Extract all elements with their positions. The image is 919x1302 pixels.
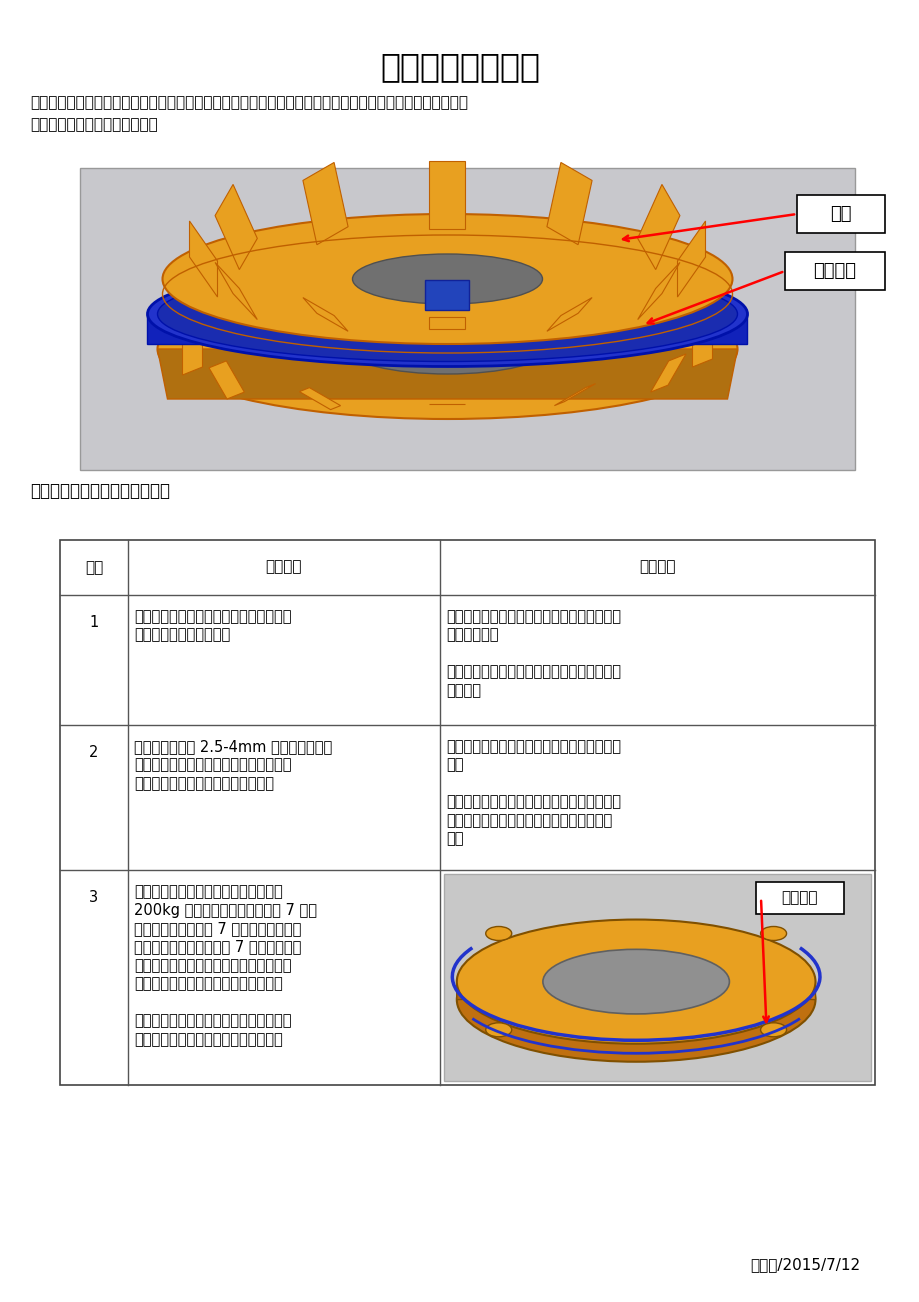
- Text: 层铸件，产能比原来提升一倍。: 层铸件，产能比原来提升一倍。: [30, 117, 157, 132]
- Text: 2: 2: [89, 745, 98, 760]
- Text: 品率会大大增加，从而也会降低成本。: 品率会大大增加，从而也会降低成本。: [134, 976, 282, 992]
- Text: 对平面度不合格处芯盒进行修整，使平面度达: 对平面度不合格处芯盒进行修整，使平面度达: [446, 664, 620, 680]
- Text: 验。: 验。: [446, 832, 463, 846]
- Polygon shape: [457, 979, 542, 1000]
- Polygon shape: [157, 349, 737, 398]
- Ellipse shape: [485, 927, 511, 940]
- Text: 3: 3: [89, 891, 98, 905]
- Polygon shape: [637, 263, 679, 319]
- Polygon shape: [209, 306, 244, 344]
- Ellipse shape: [485, 1023, 511, 1036]
- Text: 原因为双层芯使铸件热节发生变化，热节: 原因为双层芯使铸件热节发生变化，热节: [134, 758, 291, 772]
- Text: 到要求。: 到要求。: [446, 684, 481, 698]
- Text: 问题描述: 问题描述: [266, 560, 302, 574]
- Ellipse shape: [760, 1023, 786, 1036]
- Text: 题。: 题。: [446, 758, 463, 772]
- Text: 中间隔芯: 中间隔芯: [812, 262, 856, 280]
- Polygon shape: [554, 288, 595, 310]
- Ellipse shape: [760, 927, 786, 940]
- Ellipse shape: [157, 279, 737, 419]
- Ellipse shape: [542, 949, 729, 1014]
- Polygon shape: [147, 314, 746, 344]
- Text: 二、生产过程中所遇问题和对策: 二、生产过程中所遇问题和对策: [30, 482, 170, 500]
- Bar: [60, 540, 874, 1085]
- Text: 覆膜砂芯为薄片状，易变形，造成压盘耳: 覆膜砂芯为薄片状，易变形，造成压盘耳: [134, 609, 291, 624]
- Text: 序号: 序号: [85, 560, 103, 575]
- Text: 200kg 左右，每个砂型成本约在 7 元上: 200kg 左右，每个砂型成本约在 7 元上: [134, 902, 317, 918]
- Polygon shape: [676, 221, 705, 297]
- Bar: [796, 195, 884, 233]
- Text: 制芯后使用专用平台存放待芯彻底冷却后再往: 制芯后使用专用平台存放待芯彻底冷却后再往: [446, 609, 620, 624]
- Polygon shape: [554, 384, 595, 406]
- Polygon shape: [546, 298, 592, 331]
- Polygon shape: [729, 979, 814, 1000]
- Text: 涂料应也会有改观，但此方法当时未进行试: 涂料应也会有改观，但此方法当时未进行试: [446, 812, 611, 828]
- Text: 解决方案: 解决方案: [639, 560, 675, 574]
- Ellipse shape: [347, 324, 547, 374]
- Polygon shape: [650, 299, 686, 337]
- Ellipse shape: [352, 254, 542, 303]
- Text: 重量的铸件多采用此种铸造方法铸造。: 重量的铸件多采用此种铸造方法铸造。: [134, 1032, 282, 1047]
- Polygon shape: [299, 293, 340, 314]
- Polygon shape: [650, 354, 686, 392]
- Text: 压盘双层工艺总结: 压盘双层工艺总结: [380, 49, 539, 83]
- Polygon shape: [637, 185, 679, 270]
- Text: 通过了解多个厂家一些相对简单且有一定: 通过了解多个厂家一些相对简单且有一定: [134, 1013, 291, 1029]
- Text: 法应存在一定的优势，但此方法的工艺出: 法应存在一定的优势，但此方法的工艺出: [134, 958, 291, 973]
- Polygon shape: [299, 388, 340, 410]
- Text: 耳部平面: 耳部平面: [781, 891, 817, 905]
- Bar: [784, 253, 884, 290]
- Ellipse shape: [157, 267, 737, 362]
- Polygon shape: [692, 323, 711, 367]
- Text: 王亚伟/2015/7/12: 王亚伟/2015/7/12: [749, 1258, 859, 1272]
- Text: 还有一种方案为在芯表面刷耐热涂料如锆英粉: 还有一种方案为在芯表面刷耐热涂料如锆英粉: [446, 794, 620, 810]
- Ellipse shape: [457, 919, 814, 1044]
- Bar: [80, 168, 854, 470]
- Ellipse shape: [542, 967, 729, 1032]
- Text: 1: 1: [89, 615, 98, 630]
- Polygon shape: [209, 361, 244, 398]
- Text: 一、双层工艺简介：即在两层压盘之间做一个覆膜砂芯子，造型时将芯子下到芯头定位处这样造一型出上下两: 一、双层工艺简介：即在两层压盘之间做一个覆膜砂芯子，造型时将芯子下到芯头定位处这…: [30, 95, 468, 109]
- Text: 向两芯之间的表面方向产生了偏移。: 向两芯之间的表面方向产生了偏移。: [134, 776, 274, 792]
- Bar: [425, 280, 469, 310]
- Polygon shape: [215, 185, 257, 270]
- Polygon shape: [429, 161, 465, 229]
- Polygon shape: [302, 163, 347, 245]
- Text: 压盘: 压盘: [829, 204, 851, 223]
- Polygon shape: [302, 298, 347, 331]
- Polygon shape: [182, 331, 202, 375]
- Text: 铸件加工大平面 2.5-4mm 后有疏松现象。: 铸件加工大平面 2.5-4mm 后有疏松现象。: [134, 740, 332, 754]
- Ellipse shape: [457, 937, 814, 1061]
- Text: 差，但如果芯成本未超过 7 元此种造型方: 差，但如果芯成本未超过 7 元此种造型方: [134, 940, 301, 954]
- Polygon shape: [546, 163, 592, 245]
- Text: 下，如芯子成本超过 7 元而经济性就会变: 下，如芯子成本超过 7 元而经济性就会变: [134, 921, 301, 936]
- Text: 部平面平面度达不到要求: 部平面平面度达不到要求: [134, 628, 230, 642]
- Ellipse shape: [163, 214, 732, 344]
- Text: 成本和效率；因亨特线一个砂型重量在: 成本和效率；因亨特线一个砂型重量在: [134, 884, 282, 898]
- Bar: [755, 881, 843, 914]
- Polygon shape: [215, 263, 257, 319]
- Polygon shape: [429, 316, 465, 329]
- Bar: [444, 874, 870, 1081]
- Text: 对浇注系统进行改进加强补缩能力以解决此问: 对浇注系统进行改进加强补缩能力以解决此问: [446, 740, 620, 754]
- Ellipse shape: [147, 262, 747, 366]
- Polygon shape: [189, 221, 217, 297]
- Text: 芯架上存放。: 芯架上存放。: [446, 628, 498, 642]
